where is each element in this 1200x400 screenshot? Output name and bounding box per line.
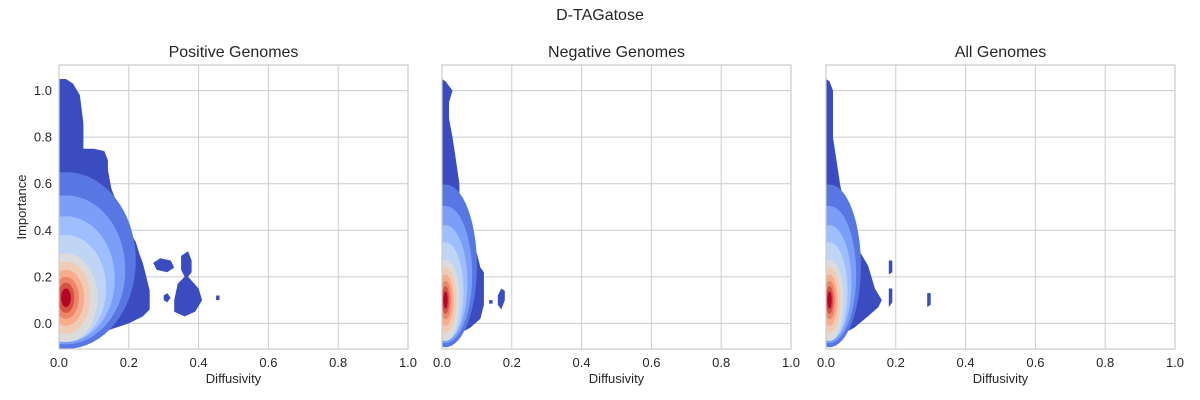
density-level-11 (443, 291, 448, 309)
x-axis-label: Diffusivity (206, 371, 262, 386)
x-tick-label: 0.0 (433, 355, 451, 370)
density-island (216, 295, 220, 301)
axes-frame (825, 64, 1176, 350)
y-axis-label: Importance (14, 174, 29, 239)
density-island (153, 258, 175, 273)
density-level-11 (61, 288, 71, 308)
x-tick-label: 0.2 (887, 355, 905, 370)
density-island (489, 300, 493, 304)
y-tick-label: 0.4 (34, 223, 52, 238)
density-island (927, 293, 931, 308)
x-tick-label: 0.0 (817, 355, 835, 370)
axes-frame (58, 64, 409, 350)
y-tick-label: 0.6 (34, 176, 52, 191)
axes-frame (441, 64, 792, 350)
x-axis-label: Diffusivity (589, 371, 645, 386)
y-tick-label: 1.0 (34, 83, 52, 98)
x-tick-label: 0.2 (503, 355, 521, 370)
panel-title: Negative Genomes (548, 44, 685, 61)
x-tick-label: 0.0 (50, 355, 68, 370)
x-tick-label: 0.4 (957, 355, 975, 370)
density-island (174, 251, 203, 317)
density-contours (826, 79, 931, 348)
x-tick-label: 1.0 (1166, 355, 1184, 370)
x-tick-label: 1.0 (782, 355, 800, 370)
x-tick-label: 0.4 (190, 355, 208, 370)
density-level-11 (827, 291, 832, 309)
y-tick-label: 0.2 (34, 269, 52, 284)
x-tick-label: 0.2 (120, 355, 138, 370)
panel-title: All Genomes (955, 44, 1047, 61)
x-tick-label: 0.4 (573, 355, 591, 370)
panel-1: Positive Genomes 0.0 0.2 0.4 0.6 0.8 1.0 0.0 0.2… (14, 44, 417, 386)
panel-3: All Genomes 0.0 0.2 0.4 0.6 0.8 1.0 Diffusivity (817, 44, 1184, 386)
grid (441, 65, 792, 349)
density-island (163, 293, 171, 303)
density-contours (59, 79, 220, 349)
x-tick-label: 0.6 (642, 355, 660, 370)
figure-suptitle: D-TAGatose (556, 7, 644, 24)
x-tick-label: 0.8 (329, 355, 347, 370)
y-tick-label: 0.0 (34, 316, 52, 331)
density-island (497, 288, 505, 310)
density-island (888, 260, 893, 275)
panels: Positive Genomes 0.0 0.2 0.4 0.6 0.8 1.0 0.0 0.2… (14, 44, 1184, 386)
x-tick-label: 0.6 (259, 355, 277, 370)
y-tick-label: 0.8 (34, 130, 52, 145)
panel-2: Negative Genomes 0.0 0.2 0.4 0.6 0.8 1.0 Diffus… (433, 44, 800, 386)
density-island (888, 288, 893, 308)
x-axis-label: Diffusivity (973, 371, 1029, 386)
x-tick-label: 1.0 (399, 355, 417, 370)
x-tick-label: 0.8 (712, 355, 730, 370)
density-contours (442, 79, 505, 348)
panel-title: Positive Genomes (169, 44, 299, 61)
x-tick-label: 0.6 (1026, 355, 1044, 370)
x-tick-label: 0.8 (1096, 355, 1114, 370)
